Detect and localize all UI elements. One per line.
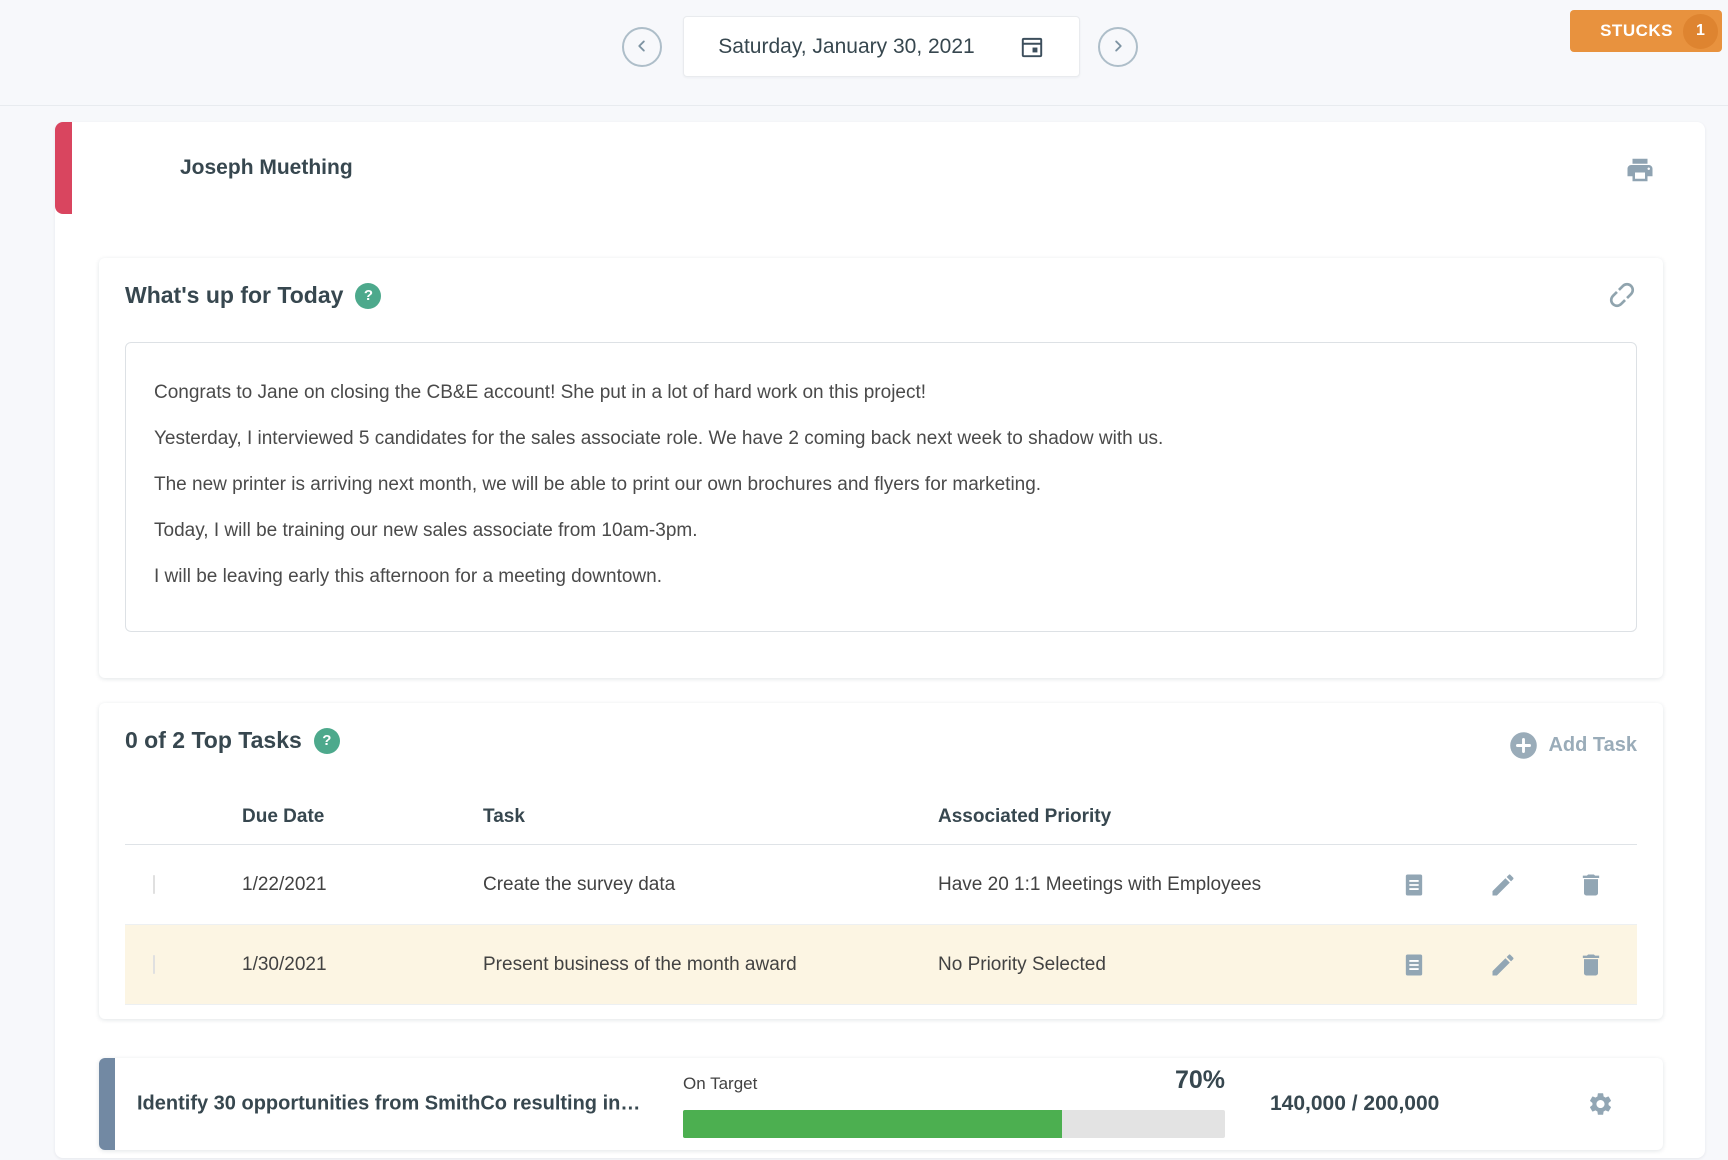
column-header-due-date: Due Date	[242, 806, 483, 828]
task-priority: Have 20 1:1 Meetings with Employees	[938, 874, 1400, 896]
chevron-right-icon	[1107, 35, 1129, 60]
task-due-date: 1/30/2021	[242, 954, 483, 976]
progress-fill	[683, 1110, 1062, 1138]
table-row: 1/30/2021 Present business of the month …	[125, 925, 1637, 1005]
notes-icon[interactable]	[1400, 951, 1428, 979]
task-checkbox[interactable]	[153, 875, 155, 894]
priority-title[interactable]: Identify 30 opportunities from SmithCo r…	[137, 1093, 682, 1116]
task-name: Present business of the month award	[483, 954, 938, 976]
edit-pencil-icon[interactable]	[1489, 951, 1517, 979]
task-name: Create the survey data	[483, 874, 938, 896]
print-icon[interactable]	[1625, 155, 1655, 185]
whats-up-line: Congrats to Jane on closing the CB&E acc…	[154, 382, 1608, 404]
link-icon[interactable]	[1605, 278, 1639, 312]
priority-card: Identify 30 opportunities from SmithCo r…	[99, 1058, 1663, 1150]
trash-icon[interactable]	[1577, 871, 1605, 899]
edit-pencil-icon[interactable]	[1489, 871, 1517, 899]
column-header-task: Task	[483, 806, 938, 828]
column-header-priority: Associated Priority	[938, 806, 1400, 828]
gear-icon[interactable]	[1587, 1091, 1614, 1118]
trash-icon[interactable]	[1577, 951, 1605, 979]
current-date: Saturday, January 30, 2021	[718, 35, 974, 59]
plus-circle-icon	[1509, 731, 1538, 760]
task-due-date: 1/22/2021	[242, 874, 483, 896]
priority-accent-bar	[99, 1058, 115, 1150]
help-icon[interactable]: ?	[355, 283, 381, 309]
add-task-button[interactable]: Add Task	[1509, 731, 1637, 760]
whats-up-card: What's up for Today ? Congrats to Jane o…	[99, 258, 1663, 678]
next-day-button[interactable]	[1098, 27, 1138, 67]
whats-up-header: What's up for Today ?	[125, 282, 381, 309]
priority-progress-values: 140,000 / 200,000	[1270, 1092, 1439, 1116]
task-checkbox[interactable]	[153, 955, 155, 974]
previous-day-button[interactable]	[622, 27, 662, 67]
whats-up-line: Today, I will be training our new sales …	[154, 520, 1608, 542]
whats-up-title: What's up for Today	[125, 282, 343, 309]
priority-percent: 70%	[683, 1066, 1225, 1095]
tasks-table: Due Date Task Associated Priority 1/22/2…	[125, 790, 1637, 1005]
progress-bar	[683, 1110, 1225, 1138]
stucks-label: STUCKS	[1600, 21, 1673, 41]
whats-up-line: The new printer is arriving next month, …	[154, 474, 1608, 496]
huddle-header: Joseph Muething	[55, 122, 1705, 214]
task-priority: No Priority Selected	[938, 954, 1400, 976]
owner-name: Joseph Muething	[180, 156, 353, 180]
whats-up-line: I will be leaving early this afternoon f…	[154, 566, 1608, 588]
notes-icon[interactable]	[1400, 871, 1428, 899]
top-tasks-card: 0 of 2 Top Tasks ? Add Task Due Date Tas…	[99, 703, 1663, 1019]
top-tasks-header: 0 of 2 Top Tasks ?	[125, 727, 340, 754]
stucks-button[interactable]: STUCKS 1	[1570, 10, 1722, 52]
chevron-left-icon	[631, 35, 653, 60]
topbar: Saturday, January 30, 2021 STUCKS 1	[0, 0, 1728, 105]
add-task-label: Add Task	[1548, 734, 1637, 757]
stucks-count-badge: 1	[1683, 14, 1718, 49]
whats-up-textbox[interactable]: Congrats to Jane on closing the CB&E acc…	[125, 342, 1637, 632]
tasks-table-header: Due Date Task Associated Priority	[125, 790, 1637, 845]
top-tasks-title: 0 of 2 Top Tasks	[125, 727, 302, 754]
huddle-card: Joseph Muething What's up for Today ? Co…	[55, 122, 1705, 1158]
whats-up-line: Yesterday, I interviewed 5 candidates fo…	[154, 428, 1608, 450]
calendar-icon	[1019, 34, 1045, 60]
help-icon[interactable]: ?	[314, 728, 340, 754]
table-row: 1/22/2021 Create the survey data Have 20…	[125, 845, 1637, 925]
date-picker[interactable]: Saturday, January 30, 2021	[683, 16, 1080, 77]
topbar-divider	[0, 105, 1728, 106]
